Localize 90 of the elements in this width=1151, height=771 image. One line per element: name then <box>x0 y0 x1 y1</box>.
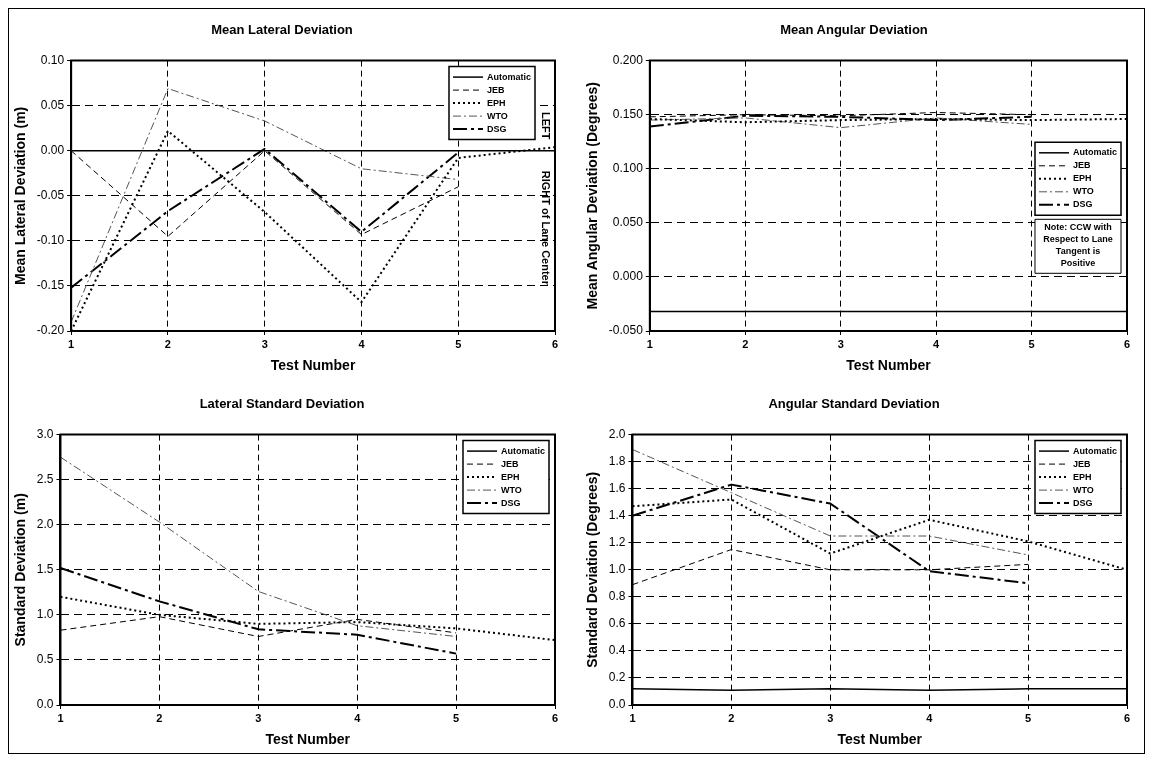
x-tick-label: 5 <box>453 711 460 724</box>
y-tick-label: 0.0 <box>36 697 54 712</box>
y-tick-label: 0.200 <box>612 52 644 67</box>
legend-label: EPH <box>1073 173 1092 184</box>
legend-label: WTO <box>1073 484 1094 495</box>
legend-label: JEB <box>501 458 520 469</box>
legend-label: DSG <box>1073 199 1093 210</box>
x-tick-label: 4 <box>926 711 934 724</box>
x-tick-label: 6 <box>1123 711 1131 724</box>
x-tick-label: 1 <box>68 337 75 350</box>
annotation: RIGHT of Lane Center <box>539 170 552 286</box>
y-tick-label: 1.4 <box>608 508 626 523</box>
legend-label: Automatic <box>501 445 546 456</box>
y-tick-label: -0.050 <box>608 323 644 338</box>
x-tick-label: 5 <box>1028 337 1035 350</box>
y-axis-title: Mean Angular Deviation (Degrees) <box>584 82 601 310</box>
chart-title: Mean Lateral Deviation <box>211 22 353 38</box>
y-tick-label: 2.0 <box>608 426 626 441</box>
chart-title: Angular Standard Deviation <box>768 396 940 412</box>
legend-label: EPH <box>1073 471 1092 482</box>
chart-title: Lateral Standard Deviation <box>199 396 365 412</box>
legend-label: JEB <box>1073 160 1092 171</box>
legend-label: WTO <box>501 484 522 495</box>
y-tick-label: -0.20 <box>36 323 65 338</box>
x-tick-label: 3 <box>261 337 268 350</box>
legend-label: Automatic <box>1073 147 1118 158</box>
x-tick-label: 2 <box>164 337 171 350</box>
y-tick-label: 0.100 <box>612 161 644 176</box>
legend-label: JEB <box>487 84 506 95</box>
x-tick-label: 3 <box>837 337 844 350</box>
x-tick-label: 1 <box>629 711 636 724</box>
y-tick-label: 2.0 <box>36 517 54 532</box>
x-axis-title: Test Number <box>846 357 932 374</box>
y-tick-label: -0.15 <box>36 278 65 293</box>
x-tick-label: 2 <box>728 711 735 724</box>
x-tick-label: 1 <box>646 337 653 350</box>
y-tick-label: 0.5 <box>36 652 54 667</box>
y-tick-label: 0.6 <box>608 616 626 631</box>
y-axis-title: Mean Lateral Deviation (m) <box>12 106 29 285</box>
y-tick-label: 0.000 <box>612 269 644 284</box>
x-tick-label: 4 <box>933 337 941 350</box>
y-tick-label: 0.0 <box>608 697 626 712</box>
legend-label: WTO <box>1073 186 1094 197</box>
x-tick-label: 1 <box>57 711 64 724</box>
x-tick-label: 5 <box>1025 711 1032 724</box>
x-tick-label: 2 <box>742 337 749 350</box>
legend-label: DSG <box>1073 497 1093 508</box>
annotation: LEFT <box>539 111 552 140</box>
y-tick-label: 1.8 <box>608 453 626 468</box>
x-tick-label: 2 <box>156 711 163 724</box>
annotation: Note: CCW with Respect to Lane Tangent is Positive <box>1043 222 1113 269</box>
y-tick-label: 3.0 <box>36 426 54 441</box>
x-axis-title: Test Number <box>837 731 923 748</box>
y-tick-label: 0.8 <box>608 589 626 604</box>
y-tick-label: 1.2 <box>608 535 626 550</box>
legend-label: DSG <box>501 497 521 508</box>
x-tick-label: 5 <box>455 337 462 350</box>
y-tick-label: 0.00 <box>40 143 65 158</box>
y-tick-label: -0.10 <box>36 233 65 248</box>
y-tick-label: 1.5 <box>36 562 54 577</box>
legend-label: JEB <box>1073 458 1092 469</box>
x-tick-label: 4 <box>358 337 366 350</box>
y-tick-label: 2.5 <box>36 471 54 486</box>
y-axis-title: Standard Deviation (Degrees) <box>584 471 601 668</box>
y-tick-label: 0.150 <box>612 106 644 121</box>
x-tick-label: 3 <box>255 711 262 724</box>
x-tick-label: 6 <box>551 337 559 350</box>
y-tick-label: 1.6 <box>608 480 626 495</box>
y-axis-title: Standard Deviation (m) <box>12 493 29 647</box>
x-axis-title: Test Number <box>270 357 356 374</box>
legend-label: Automatic <box>487 71 532 82</box>
y-tick-label: -0.05 <box>36 188 65 203</box>
y-tick-label: 0.4 <box>608 643 626 658</box>
y-tick-label: 0.050 <box>612 215 644 230</box>
legend-label: WTO <box>487 110 508 121</box>
x-tick-label: 6 <box>551 711 559 724</box>
y-tick-label: 0.2 <box>608 670 626 685</box>
legend-label: Automatic <box>1073 445 1118 456</box>
y-tick-label: 1.0 <box>36 607 54 622</box>
y-tick-label: 0.05 <box>40 97 65 112</box>
chart-title: Mean Angular Deviation <box>780 22 928 38</box>
x-tick-label: 3 <box>827 711 834 724</box>
legend-label: EPH <box>487 97 506 108</box>
x-tick-label: 4 <box>354 711 362 724</box>
legend-label: EPH <box>501 471 520 482</box>
x-tick-label: 6 <box>1123 337 1131 350</box>
x-axis-title: Test Number <box>265 731 351 748</box>
y-tick-label: 1.0 <box>608 562 626 577</box>
y-tick-label: 0.10 <box>40 52 65 67</box>
legend-label: DSG <box>487 123 507 134</box>
